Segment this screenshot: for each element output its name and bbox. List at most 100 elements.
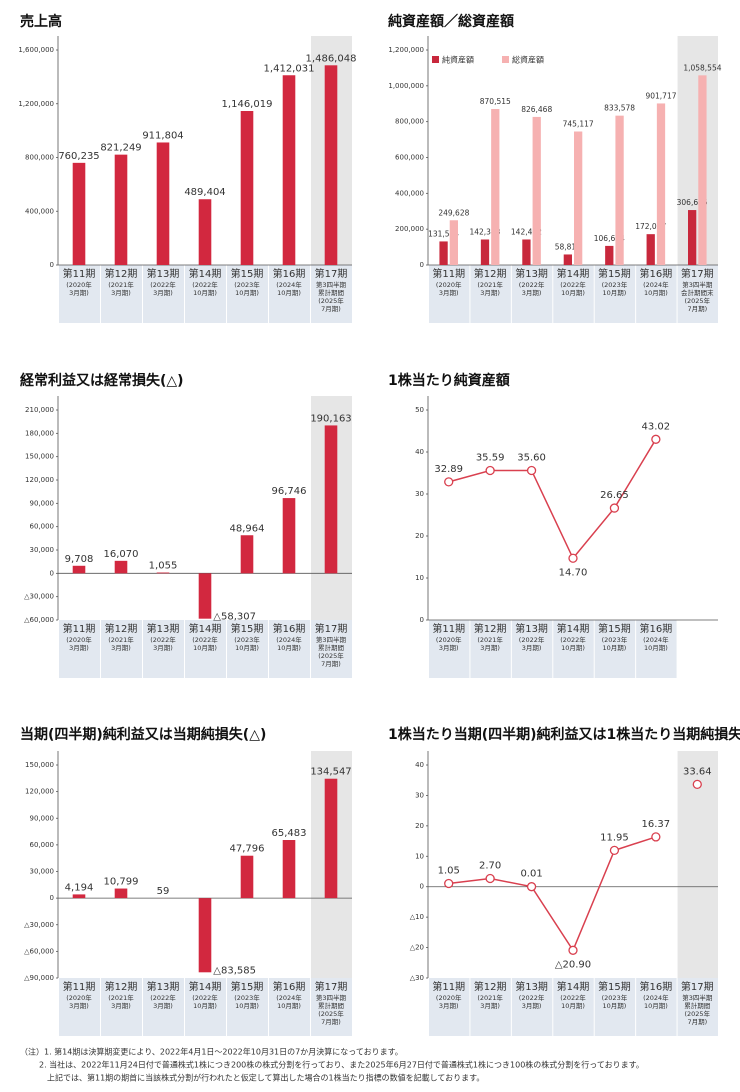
category-cell	[143, 620, 184, 678]
category-cell	[636, 978, 677, 1036]
bar	[522, 239, 531, 265]
x-tick-label: 第13期	[147, 267, 180, 280]
value-label: 1.05	[438, 866, 460, 877]
value-label: 33.64	[683, 766, 712, 777]
y-tick-label: 30,000	[30, 868, 55, 876]
y-tick-label: 1,600,000	[18, 46, 54, 54]
category-note: 第3四半期	[682, 993, 713, 1002]
y-tick-label: 1,000,000	[388, 82, 424, 90]
category-note: 3月期)	[480, 289, 500, 297]
y-tick-label: 120,000	[25, 788, 54, 796]
bar	[615, 115, 624, 266]
category-cell	[143, 265, 184, 323]
bar	[324, 778, 338, 899]
point	[485, 465, 495, 476]
bar	[240, 111, 254, 266]
x-tick-label: 第14期	[557, 622, 590, 635]
y-tick-label: 200,000	[395, 225, 424, 233]
category-note: 3月期)	[439, 289, 459, 297]
category-note: (2023年	[234, 635, 260, 644]
category-note: (2022年	[560, 280, 586, 289]
category-cell	[677, 978, 718, 1036]
value-label: 1,486,048	[306, 53, 357, 64]
point	[526, 465, 537, 476]
x-tick-label: 第12期	[105, 267, 138, 280]
point	[609, 503, 620, 513]
bar	[114, 560, 128, 574]
x-tick-label: 第15期	[598, 980, 631, 993]
bar	[532, 116, 541, 265]
category-note: 10月期)	[193, 1002, 217, 1010]
y-tick-label: 180,000	[25, 429, 54, 437]
category-cell	[470, 620, 511, 678]
category-cell	[677, 265, 718, 323]
category-cell	[636, 620, 677, 678]
category-note: (2020年	[436, 635, 462, 644]
category-note: 3月期)	[153, 289, 173, 297]
y-tick-label: 0	[50, 569, 54, 577]
y-tick-label: 150,000	[25, 761, 54, 769]
category-note: 第3四半期	[316, 993, 347, 1002]
category-note: (2020年	[436, 993, 462, 1002]
bar	[282, 840, 296, 899]
category-note: 3月期)	[69, 644, 89, 652]
category-note: 10月期)	[235, 289, 259, 297]
category-note: (2024年	[643, 635, 669, 644]
y-tick-label: 400,000	[25, 207, 54, 215]
y-tick-label: 90,000	[30, 814, 55, 822]
value-label: 134,547	[310, 767, 351, 778]
category-note: (2023年	[602, 635, 628, 644]
category-note: 10月期)	[277, 644, 301, 652]
category-note: (2022年	[519, 635, 545, 644]
category-cell	[470, 978, 511, 1036]
category-cell	[227, 265, 268, 323]
category-note: (2022年	[192, 280, 218, 289]
value-label: 1,055	[149, 561, 178, 572]
category-note: 7月期)	[321, 660, 341, 668]
category-cell	[429, 265, 470, 323]
x-tick-label: 第16期	[639, 622, 672, 635]
value-label: 190,163	[310, 413, 351, 424]
category-note: 10月期)	[603, 289, 627, 297]
point	[526, 882, 537, 892]
category-note: (2021年	[108, 993, 134, 1002]
y-tick-label: 800,000	[25, 154, 54, 162]
y-tick-label: 40	[415, 448, 424, 456]
x-tick-label: 第17期	[681, 267, 714, 280]
category-note: 3月期)	[69, 1002, 89, 1010]
category-note: 10月期)	[193, 289, 217, 297]
x-tick-label: 第13期	[147, 980, 180, 993]
category-note: 会計期間末	[681, 288, 714, 297]
category-cell	[511, 265, 553, 323]
x-tick-label: 第16期	[639, 267, 672, 280]
legend-swatch	[502, 56, 509, 63]
category-note: 10月期)	[277, 289, 301, 297]
y-tick-label: 10	[415, 574, 424, 582]
x-tick-label: 第14期	[557, 267, 590, 280]
y-tick-label: 400,000	[395, 189, 424, 197]
value-label: 826,468	[521, 105, 552, 114]
x-tick-label: 第14期	[189, 622, 222, 635]
value-label: 96,746	[272, 486, 307, 497]
category-note: (2022年	[150, 635, 176, 644]
bar	[156, 142, 170, 265]
category-note: (2021年	[477, 993, 503, 1002]
y-tick-label: 150,000	[25, 453, 54, 461]
y-tick-label: 50	[415, 406, 424, 414]
value-label: 901,717	[645, 91, 676, 100]
bar	[282, 75, 296, 265]
value-label: 35.60	[517, 452, 546, 463]
chart-title: 純資産額／総資産額	[388, 13, 514, 30]
y-tick-label: 600,000	[395, 154, 424, 162]
point	[651, 832, 661, 842]
point	[651, 434, 661, 444]
category-cell	[59, 620, 100, 678]
category-cell	[511, 620, 553, 678]
x-tick-label: 第12期	[105, 622, 138, 635]
point	[568, 945, 578, 955]
value-label: 47,796	[230, 844, 265, 855]
category-note: (2020年	[66, 635, 92, 644]
category-cell	[59, 978, 100, 1036]
x-tick-label: 第17期	[315, 267, 348, 280]
bar	[240, 535, 254, 574]
